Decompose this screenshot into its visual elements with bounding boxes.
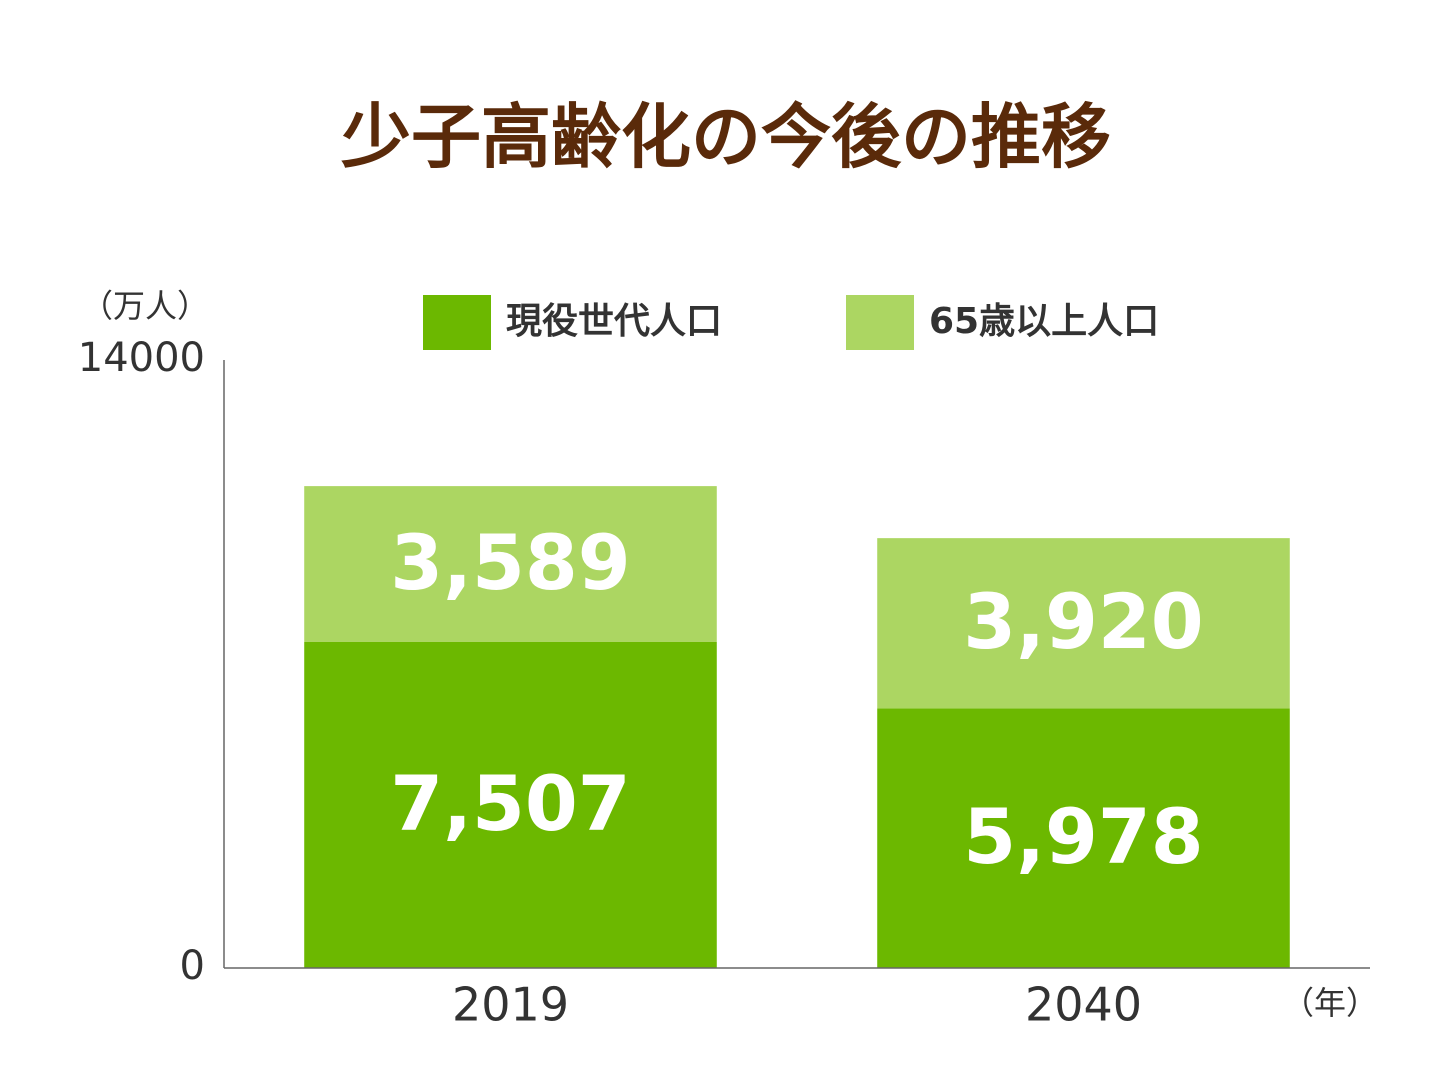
bar-segment: [877, 708, 1290, 968]
data-label: 3,589: [390, 518, 630, 607]
x-axis-label: （年）: [1282, 984, 1378, 1022]
legend-label: 現役世代人口: [506, 301, 722, 342]
bar-segment: [304, 641, 717, 968]
bar-segment: [877, 538, 1290, 709]
legend-swatch: [846, 295, 914, 350]
data-label: 7,507: [390, 759, 630, 848]
y-axis-label: （万人）: [81, 287, 209, 325]
y-tick-label: 0: [180, 943, 205, 989]
data-label: 5,978: [963, 792, 1203, 881]
x-tick-label: 2019: [452, 978, 569, 1032]
legend-label: 65歳以上人口: [929, 301, 1159, 342]
chart-title: 少子高齢化の今後の推移: [341, 96, 1111, 178]
legend-swatch: [423, 295, 491, 350]
data-label: 3,920: [963, 577, 1203, 666]
bar-segment: [304, 486, 717, 642]
x-tick-label: 2040: [1025, 978, 1142, 1032]
y-tick-label: 14000: [78, 335, 205, 381]
